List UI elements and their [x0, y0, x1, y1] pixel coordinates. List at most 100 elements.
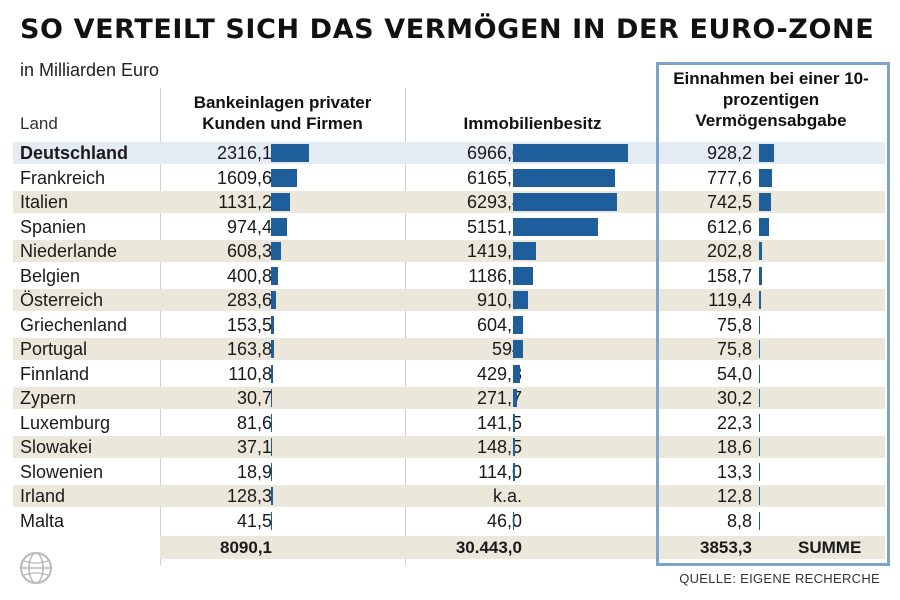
- sum-vermoegensabgabe: 3853,3: [700, 538, 752, 557]
- bank-value: 153,5: [226, 315, 272, 335]
- globe-icon: [18, 550, 54, 591]
- tax-bar: [759, 414, 760, 432]
- immo-bar: [513, 340, 523, 358]
- sum-immobilienbesitz: 30.443,0: [455, 538, 522, 557]
- table-row: Portugal 163,8 594 75,8: [13, 338, 885, 360]
- bank-value: 2316,1: [216, 143, 272, 163]
- table-row: Slowakei 37,1 148,5 18,6: [13, 436, 885, 458]
- immo-value: 6165,9: [466, 168, 522, 188]
- header-vermoegensabgabe: Einnahmen bei einer 10-prozentigen Vermö…: [673, 69, 869, 130]
- immo-value: 271,7: [476, 388, 522, 408]
- immo-bar: [513, 144, 628, 162]
- bank-value: 1131,2: [218, 192, 272, 212]
- immo-bar: [513, 291, 529, 309]
- table-row: Österreich 283,6 910,2 119,4: [13, 289, 885, 311]
- tax-bar: [759, 487, 760, 505]
- bank-bar: [271, 193, 290, 211]
- tax-bar: [759, 316, 761, 334]
- bank-bar: [271, 389, 272, 407]
- immo-bar: [513, 169, 615, 187]
- bank-value: 608,3: [226, 241, 272, 261]
- tax-value: 12,8: [716, 486, 752, 506]
- bank-value: 974,4: [226, 217, 272, 237]
- immo-bar: [513, 242, 537, 260]
- tax-value: 75,8: [716, 315, 752, 335]
- immo-value: 6966,0: [466, 143, 522, 163]
- country-label: Finnland: [20, 364, 90, 384]
- tax-value: 8,8: [726, 511, 752, 531]
- table-row: Finnland 110,8 429,3 54,0: [13, 363, 885, 385]
- table-row: Niederlande 608,3 1419,6 202,8: [13, 240, 885, 262]
- bank-bar: [271, 267, 278, 285]
- country-label: Zypern: [20, 388, 77, 408]
- bank-bar: [271, 316, 274, 334]
- table-row: Griechenland 153,5 604,8 75,8: [13, 314, 885, 336]
- tax-bar: [759, 438, 760, 456]
- table-row: Frankreich 1609,6 6165,9 777,6: [13, 167, 885, 189]
- chart-subtitle: in Milliarden Euro: [20, 60, 160, 80]
- tax-value: 928,2: [706, 143, 752, 163]
- source-note: QUELLE: EIGENE RECHERCHE: [679, 571, 880, 586]
- immo-bar: [513, 267, 533, 285]
- immo-bar: [513, 365, 521, 383]
- chart-title: SO VERTEILT SICH DAS VERMÖGEN IN DER EUR…: [20, 14, 875, 45]
- sum-bankeinlagen: 8090,1: [220, 538, 272, 557]
- bank-bar: [271, 144, 309, 162]
- bank-bar: [271, 218, 287, 236]
- tax-bar: [759, 365, 760, 383]
- bank-bar: [271, 463, 272, 481]
- immo-value: k.a.: [492, 486, 522, 506]
- country-label: Slowakei: [20, 437, 93, 457]
- bank-bar: [271, 487, 274, 505]
- immo-value: 1419,6: [466, 241, 522, 261]
- header-immobilienbesitz: Immobilienbesitz: [463, 114, 602, 133]
- tax-bar: [759, 242, 763, 260]
- tax-bar: [759, 267, 762, 285]
- country-label: Irland: [20, 486, 66, 506]
- bank-bar: [271, 169, 298, 187]
- bank-bar: [271, 438, 272, 456]
- tax-bar: [759, 340, 761, 358]
- tax-value: 13,3: [716, 462, 752, 482]
- country-label: Portugal: [20, 339, 88, 359]
- tax-bar: [759, 389, 760, 407]
- bank-bar: [271, 414, 273, 432]
- tax-value: 742,5: [706, 192, 752, 212]
- bank-bar: [271, 340, 274, 358]
- immo-value: 5151,6: [466, 217, 522, 237]
- immo-bar: [513, 389, 518, 407]
- table-row: Malta 41,5 46,0 8,8: [13, 510, 885, 532]
- immo-bar: [513, 414, 516, 432]
- bank-value: 1609,6: [216, 168, 272, 188]
- tax-bar: [759, 193, 771, 211]
- tax-value: 202,8: [706, 241, 752, 261]
- country-label: Niederlande: [20, 241, 118, 261]
- bank-value: 110,8: [228, 364, 272, 384]
- bank-value: 41,5: [236, 511, 272, 531]
- country-label: Deutschland: [20, 143, 129, 163]
- table-row: Luxemburg 81,6 141,5 22,3: [13, 412, 885, 434]
- immo-value: 6293,4: [466, 192, 522, 212]
- bank-bar: [271, 291, 276, 309]
- table-row: Irland 128,3 k.a. 12,8: [13, 485, 885, 507]
- immo-value: 114,0: [478, 462, 522, 482]
- country-label: Slowenien: [20, 462, 104, 482]
- tax-bar: [759, 169, 772, 187]
- table-row: Slowenien 18,9 114,0 13,3: [13, 461, 885, 483]
- immo-bar: [513, 218, 599, 236]
- bank-value: 81,6: [236, 413, 272, 433]
- bank-value: 18,9: [236, 462, 272, 482]
- bank-value: 30,7: [236, 388, 272, 408]
- bank-bar: [271, 242, 281, 260]
- header-bankeinlagen: Bankeinlagen privater Kunden und Firmen: [193, 93, 372, 133]
- table-row: Belgien 400,8 1186,5 158,7: [13, 265, 885, 287]
- table-row: Spanien 974,4 5151,6 612,6: [13, 216, 885, 238]
- immo-value: 141,5: [476, 413, 522, 433]
- bank-value: 400,8: [226, 266, 272, 286]
- immo-bar: [513, 438, 516, 456]
- tax-value: 22,3: [716, 413, 752, 433]
- tax-bar: [759, 218, 769, 236]
- country-label: Spanien: [20, 217, 87, 237]
- country-label: Belgien: [20, 266, 81, 286]
- bank-bar: [271, 365, 273, 383]
